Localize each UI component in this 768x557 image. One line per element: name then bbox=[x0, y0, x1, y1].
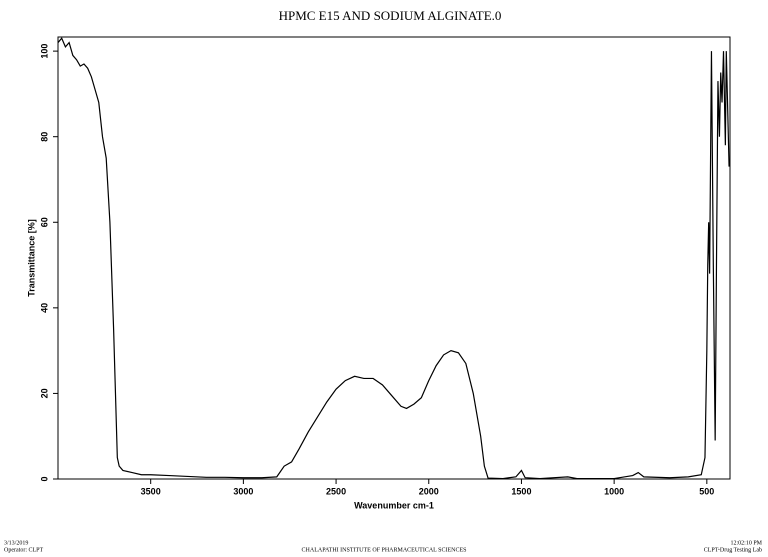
y-axis-label: Transmittance [%] bbox=[26, 219, 36, 297]
x-tick-label: 1500 bbox=[511, 486, 531, 496]
x-tick-label: 500 bbox=[699, 486, 714, 496]
footer-institute: CHALAPATHI INSTITUTE OF PHARMACEUTICAL S… bbox=[302, 547, 467, 553]
x-axis-label: Wavenumber cm-1 bbox=[354, 500, 434, 510]
chart-title: HPMC E15 AND SODIUM ALGINATE.0 bbox=[279, 8, 502, 23]
y-tick-label: 100 bbox=[39, 44, 49, 59]
x-tick-label: 2500 bbox=[326, 486, 346, 496]
y-tick-label: 0 bbox=[39, 476, 49, 481]
plot-frame bbox=[57, 36, 731, 480]
x-tick-label: 1000 bbox=[604, 486, 624, 496]
y-tick-label: 80 bbox=[39, 132, 49, 142]
spectrum-line bbox=[57, 37, 730, 480]
x-tick-label: 3500 bbox=[141, 486, 161, 496]
y-tick-label: 20 bbox=[39, 388, 49, 398]
footer-time: 12:02:10 PM bbox=[730, 540, 762, 546]
y-tick-label: 40 bbox=[39, 303, 49, 313]
footer-operator: Operator: CLPT bbox=[4, 547, 43, 553]
x-tick-label: 3000 bbox=[233, 486, 253, 496]
y-tick-label: 60 bbox=[39, 217, 49, 227]
footer-lab: CLPT-Drug Testing Lab bbox=[704, 547, 762, 553]
footer-date: 3/13/2019 bbox=[4, 540, 28, 546]
x-tick-label: 2000 bbox=[419, 486, 439, 496]
